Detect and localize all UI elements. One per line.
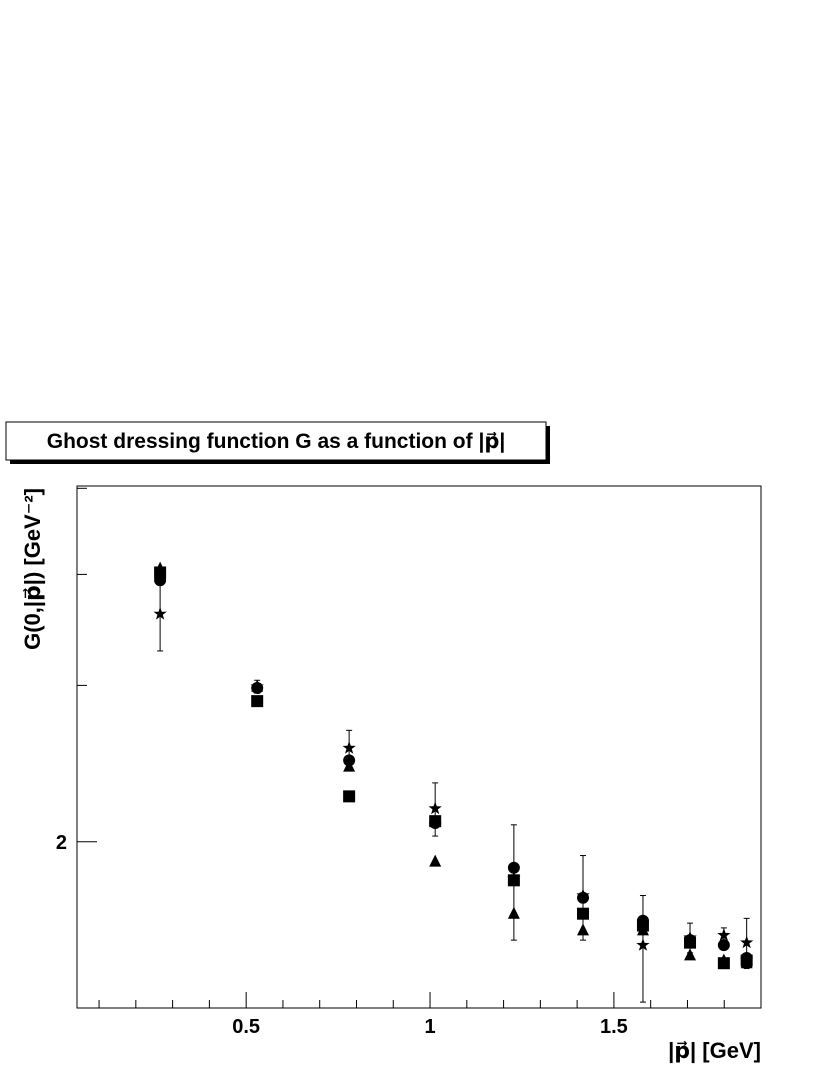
y-axis-label: G(0,|p⃗|) [GeV⁻²] [20, 488, 45, 650]
point [740, 935, 754, 949]
x-tick-label: 1.5 [600, 1016, 628, 1038]
plot-frame [76, 485, 762, 1009]
point [251, 695, 264, 708]
point [428, 801, 442, 815]
point [429, 854, 442, 867]
point [683, 930, 697, 944]
point [576, 888, 590, 902]
point [717, 928, 731, 941]
title-box [5, 421, 547, 461]
point [153, 607, 167, 620]
point [507, 871, 521, 884]
point [684, 948, 697, 961]
x-tick-label: 0.5 [232, 1016, 260, 1038]
point [343, 790, 356, 803]
point [154, 561, 167, 574]
chart-title: Ghost dressing function G as a function … [47, 430, 505, 453]
point [342, 741, 356, 754]
x-axis-label: |p⃗| [GeV] [668, 1038, 761, 1063]
point [250, 679, 264, 693]
point [717, 953, 730, 966]
point [636, 938, 650, 951]
x-tick-label: 1 [424, 1016, 435, 1038]
y-tick-label: 2 [56, 832, 67, 854]
